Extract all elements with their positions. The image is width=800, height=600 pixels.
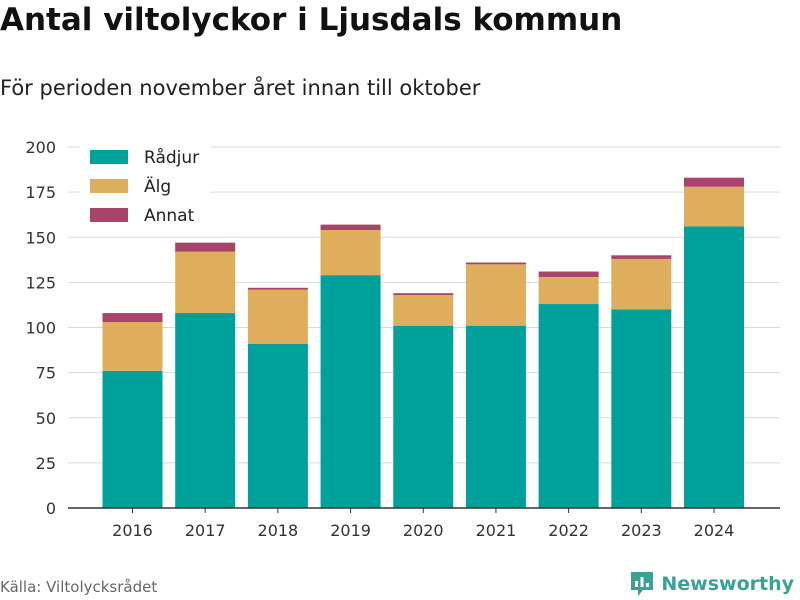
bar-annat-2016: [102, 313, 163, 323]
y-tick-label: 100: [25, 319, 56, 338]
bar-älg-2017: [175, 251, 236, 314]
x-tick-label: 2018: [258, 521, 299, 540]
bar-annat-2021: [465, 262, 526, 265]
x-tick-label: 2022: [548, 521, 589, 540]
y-tick-label: 0: [46, 499, 56, 518]
bars: [102, 177, 744, 509]
x-axis-ticks: 2016 2017 2018 2019 2020 2021 2022 2023 2024: [112, 508, 734, 540]
brand-logo: Newsworthy: [629, 568, 794, 600]
legend-label-rådjur: Rådjur: [144, 147, 199, 168]
x-tick-label: 2019: [330, 521, 371, 540]
bar-annat-2018: [247, 287, 308, 290]
bar-älg-2022: [538, 276, 599, 305]
brand-name: Newsworthy: [661, 573, 794, 595]
bar-rådjur-2023: [611, 309, 672, 508]
bar-rådjur-2016: [102, 370, 163, 508]
newsworthy-logo-icon: [631, 572, 654, 596]
y-tick-label: 175: [25, 183, 56, 202]
bar-annat-2023: [611, 255, 672, 259]
x-tick-label: 2024: [694, 521, 735, 540]
bar-rådjur-2018: [247, 343, 308, 508]
legend-label-älg: Älg: [144, 176, 171, 197]
bar-rådjur-2021: [465, 325, 526, 508]
legend-swatch-älg: [90, 179, 128, 193]
x-tick-label: 2021: [476, 521, 517, 540]
bar-rådjur-2020: [393, 325, 454, 508]
legend-swatch-rådjur: [90, 150, 128, 164]
bar-annat-2024: [684, 177, 744, 187]
bar-älg-2020: [393, 295, 454, 326]
bar-annat-2017: [175, 242, 236, 252]
legend: Rådjur Älg Annat: [80, 141, 210, 229]
bar-annat-2019: [320, 224, 381, 231]
y-tick-label: 50: [36, 409, 56, 428]
bar-älg-2016: [102, 322, 163, 371]
bar-älg-2019: [320, 230, 381, 276]
chart-subtitle: För perioden november året innan till ok…: [0, 76, 481, 100]
y-tick-label: 25: [36, 454, 56, 473]
bar-annat-2022: [538, 271, 599, 277]
bar-älg-2024: [684, 186, 744, 227]
y-tick-label: 75: [36, 364, 56, 383]
x-tick-label: 2017: [185, 521, 226, 540]
legend-label-annat: Annat: [144, 206, 195, 226]
bar-rådjur-2024: [684, 226, 744, 509]
bar-älg-2018: [247, 289, 308, 344]
y-tick-label: 200: [25, 138, 56, 157]
bar-älg-2021: [465, 264, 526, 326]
legend-swatch-annat: [90, 208, 128, 222]
bar-annat-2020: [393, 293, 454, 296]
bar-rådjur-2019: [320, 275, 381, 508]
x-tick-label: 2023: [621, 521, 662, 540]
x-tick-label: 2020: [403, 521, 444, 540]
chart-title: Antal viltolyckor i Ljusdals kommun: [0, 2, 623, 38]
y-tick-label: 150: [25, 228, 56, 247]
bar-älg-2023: [611, 258, 672, 310]
x-tick-label: 2016: [112, 521, 153, 540]
y-axis-ticks: 0 25 50 75 100 125 150 175 200: [25, 138, 56, 518]
bar-rådjur-2022: [538, 304, 599, 508]
source-note: Källa: Viltolycksrådet: [0, 578, 158, 596]
y-tick-label: 125: [25, 273, 56, 292]
bar-rådjur-2017: [175, 313, 236, 508]
